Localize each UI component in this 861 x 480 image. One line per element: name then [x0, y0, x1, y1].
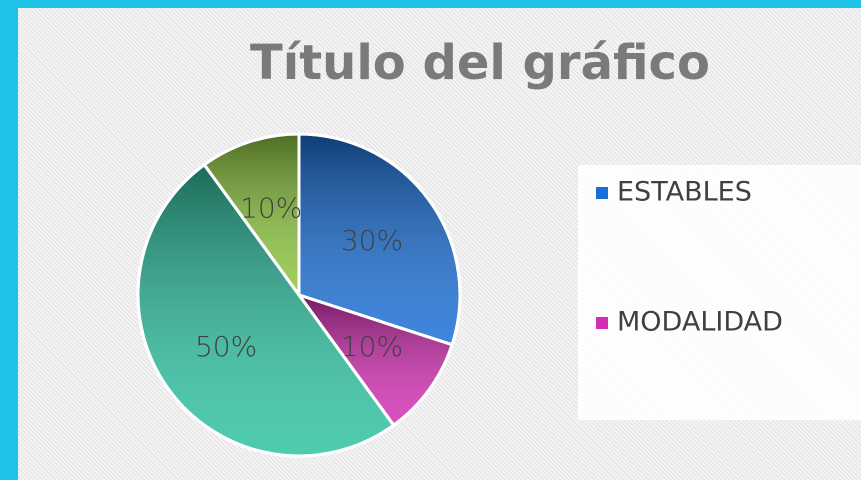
legend-box	[578, 165, 861, 420]
slice-label: 10%	[240, 191, 302, 224]
slice-label: 30%	[341, 224, 403, 257]
slice-shading	[136, 162, 396, 458]
slice-shading	[295, 292, 455, 428]
legend-label: MODALIDAD	[617, 307, 783, 338]
slice-shading	[202, 132, 301, 300]
slice-label: 50%	[195, 330, 257, 363]
legend-swatch	[596, 317, 608, 329]
slice-label: 10%	[341, 330, 403, 363]
legend-label: ESTABLES	[617, 177, 752, 208]
legend-swatch	[596, 187, 608, 199]
slice-shading	[297, 132, 462, 347]
chart-title: Título del gráfico	[250, 35, 710, 91]
